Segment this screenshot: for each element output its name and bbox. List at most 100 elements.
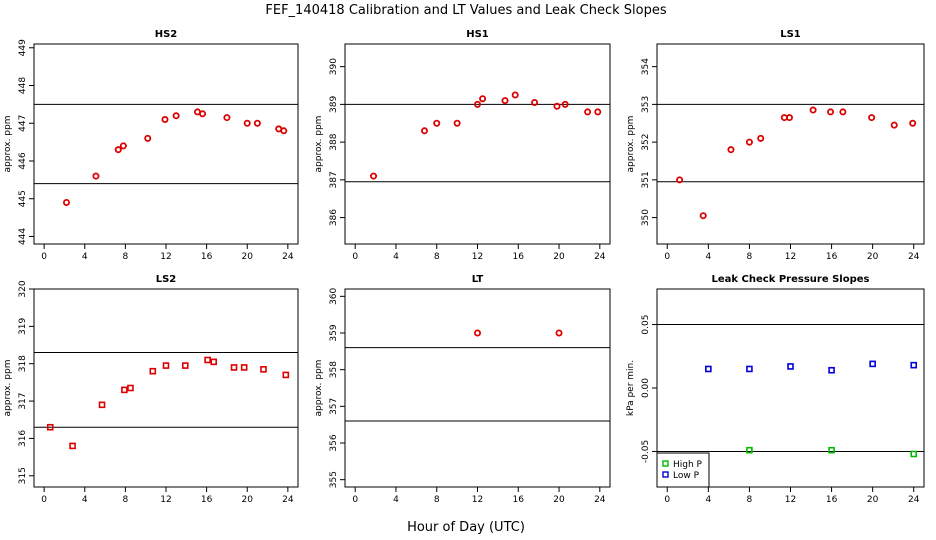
panel-ls2: LS2 0 4 8 12 16 20 24 315 316 317 318 319 320 approx. …	[3, 274, 299, 505]
data-point	[676, 176, 684, 184]
x-tick-label: 16	[513, 252, 525, 262]
x-tick-label: 0	[41, 252, 47, 262]
y-tick-label: 318	[18, 355, 28, 372]
data-point	[210, 358, 218, 366]
data-point	[92, 172, 100, 180]
data-point	[910, 450, 918, 458]
data-point	[727, 146, 735, 154]
data-point	[787, 363, 794, 370]
x-tick-label: 12	[160, 252, 171, 262]
y-tick-label: 387	[329, 171, 339, 188]
data-point	[553, 102, 561, 110]
panel-title: HS1	[466, 29, 489, 40]
y-tick-label: 357	[329, 398, 339, 415]
data-point	[162, 362, 170, 369]
data-point	[282, 371, 290, 379]
x-tick-label: 16	[826, 495, 838, 505]
y-axis-label: approx. ppm	[314, 360, 324, 417]
x-tick-label: 12	[785, 495, 796, 505]
panel-title: Leak Check Pressure Slopes	[712, 274, 870, 285]
figure-title: FEF_140418 Calibration and LT Values and…	[265, 3, 666, 18]
data-point	[910, 361, 918, 369]
y-axis-label: approx. ppm	[626, 116, 636, 173]
y-tick-label: 355	[329, 471, 339, 488]
legend-marker	[662, 471, 669, 478]
data-point	[121, 386, 128, 394]
data-point	[479, 95, 487, 103]
y-tick-label: 350	[641, 209, 651, 226]
y-tick-label: 319	[18, 318, 28, 335]
y-tick-label: 390	[329, 58, 339, 75]
x-tick-label: 8	[747, 252, 753, 262]
y-axis-label: approx. ppm	[314, 116, 324, 173]
legend-marker	[662, 460, 669, 467]
x-tick-label: 16	[201, 495, 213, 505]
y-tick-label: 0.05	[641, 315, 651, 335]
legend-label: Low P	[673, 471, 700, 481]
x-tick-label: 0	[352, 495, 358, 505]
x-tick-label: 12	[472, 252, 483, 262]
y-axis-label: approx. ppm	[3, 360, 13, 417]
data-point	[828, 446, 835, 454]
data-point	[746, 446, 753, 454]
x-tick-label: 4	[705, 252, 711, 262]
x-tick-label: 12	[785, 252, 796, 262]
panel-hs1: HS1 0 4 8 12 16 20 24 386 387 388 389 390 approx. ppm	[314, 29, 611, 262]
y-tick-label: 316	[18, 430, 28, 447]
data-point	[280, 127, 288, 135]
data-point	[584, 108, 592, 116]
x-tick-label: 20	[867, 495, 879, 505]
data-point	[253, 119, 261, 127]
y-tick-label: 320	[18, 280, 28, 297]
x-tick-label: 0	[664, 495, 670, 505]
data-point	[785, 114, 793, 122]
data-point	[890, 121, 898, 129]
data-point	[433, 119, 441, 127]
data-point	[149, 367, 157, 375]
x-tick-label: 0	[664, 252, 670, 262]
x-tick-label: 8	[434, 252, 440, 262]
data-point	[420, 127, 428, 135]
data-point	[370, 172, 378, 180]
data-point	[705, 365, 712, 373]
x-tick-label: 24	[594, 495, 606, 505]
y-tick-label: 317	[18, 392, 28, 409]
x-tick-label: 4	[82, 495, 88, 505]
data-point	[699, 212, 707, 220]
data-point	[511, 91, 519, 99]
x-tick-label: 8	[434, 495, 440, 505]
data-point	[869, 360, 876, 368]
data-point	[243, 119, 251, 127]
data-point	[809, 106, 817, 114]
y-tick-label: 354	[641, 58, 651, 75]
data-point	[531, 98, 539, 106]
x-tick-label: 20	[242, 252, 254, 262]
y-tick-label: 353	[641, 96, 651, 113]
x-tick-label: 0	[352, 252, 358, 262]
data-point	[144, 134, 152, 142]
x-tick-label: 20	[242, 495, 254, 505]
x-tick-label: 16	[826, 252, 838, 262]
x-tick-label: 20	[867, 252, 879, 262]
x-tick-label: 8	[747, 495, 753, 505]
data-point	[828, 366, 835, 374]
data-point	[98, 401, 106, 409]
data-point	[62, 198, 70, 206]
panel-hs2: HS2 0 4 8 12 16 20 24 444 445 446 447 448 449 approx. …	[3, 29, 299, 262]
legend-label: High P	[673, 460, 703, 470]
x-tick-label: 12	[472, 495, 483, 505]
y-tick-label: -0.05	[641, 440, 651, 463]
data-point	[181, 362, 189, 369]
x-tick-label: 24	[282, 252, 294, 262]
data-point	[909, 119, 917, 127]
data-point	[127, 384, 134, 392]
data-point	[204, 356, 211, 364]
panel-title: LS1	[780, 29, 801, 40]
y-tick-label: 389	[329, 96, 339, 113]
x-tick-label: 24	[594, 252, 606, 262]
data-point	[114, 146, 122, 154]
x-tick-label: 12	[160, 495, 171, 505]
y-tick-label: 360	[329, 287, 339, 304]
